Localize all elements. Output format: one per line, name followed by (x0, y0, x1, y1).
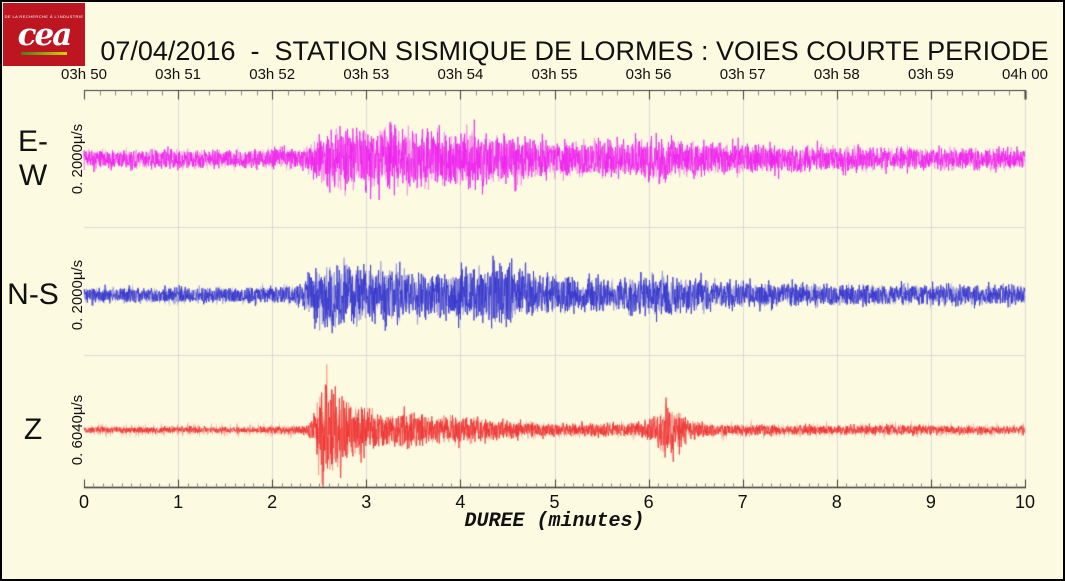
trace-label-ns: N-S (7, 278, 59, 311)
time-axis-label: 03h 53 (343, 66, 390, 83)
duration-axis-label: 2 (267, 492, 278, 512)
trace-scale-ew: 0. 2000µ/s (69, 123, 86, 195)
time-axis-label: 03h 52 (249, 66, 296, 83)
duration-axis-label: 7 (737, 492, 748, 512)
logo-tagline: DE LA RECHERCHE À L'INDUSTRIE (4, 14, 84, 19)
duration-axis-title: DUREE (minutes) (464, 510, 645, 533)
duration-axis-label: 8 (831, 492, 842, 512)
time-axis-label: 03h 50 (61, 66, 107, 83)
logo-brand: cea (17, 17, 73, 53)
logo-underline (21, 52, 67, 55)
time-axis-label: 03h 59 (907, 66, 954, 83)
duration-axis-label: 10 (1014, 492, 1036, 512)
time-axis-label: 03h 57 (719, 66, 766, 83)
time-axis-label: 03h 51 (155, 66, 202, 83)
duration-axis-label: 6 (643, 492, 654, 512)
duration-axis-label: 5 (549, 492, 560, 512)
duration-axis-label: 1 (173, 492, 184, 512)
duration-axis-label: 4 (455, 492, 466, 512)
time-axis-label: 03h 54 (437, 66, 484, 83)
trace-scale-z: 0. 6040µ/s (69, 394, 86, 466)
page-title: 07/04/2016 - STATION SISMIQUE DE LORMES … (100, 36, 1049, 66)
cea-logo: DE LA RECHERCHE À L'INDUSTRIE cea (3, 3, 85, 66)
time-axis-label: 03h 58 (813, 66, 860, 83)
time-axis-label: 03h 55 (531, 66, 578, 83)
duration-axis-label: 9 (925, 492, 936, 512)
trace-label-ew: E-W (18, 125, 48, 192)
time-axis-label: 03h 56 (625, 66, 672, 83)
time-axis-label: 04h 00 (1002, 66, 1048, 83)
trace-label-z: Z (23, 413, 43, 446)
duration-axis-label: 3 (361, 492, 372, 512)
trace-scale-ns: 0. 2000µ/s (69, 259, 86, 331)
duration-axis-label: 0 (78, 492, 90, 512)
